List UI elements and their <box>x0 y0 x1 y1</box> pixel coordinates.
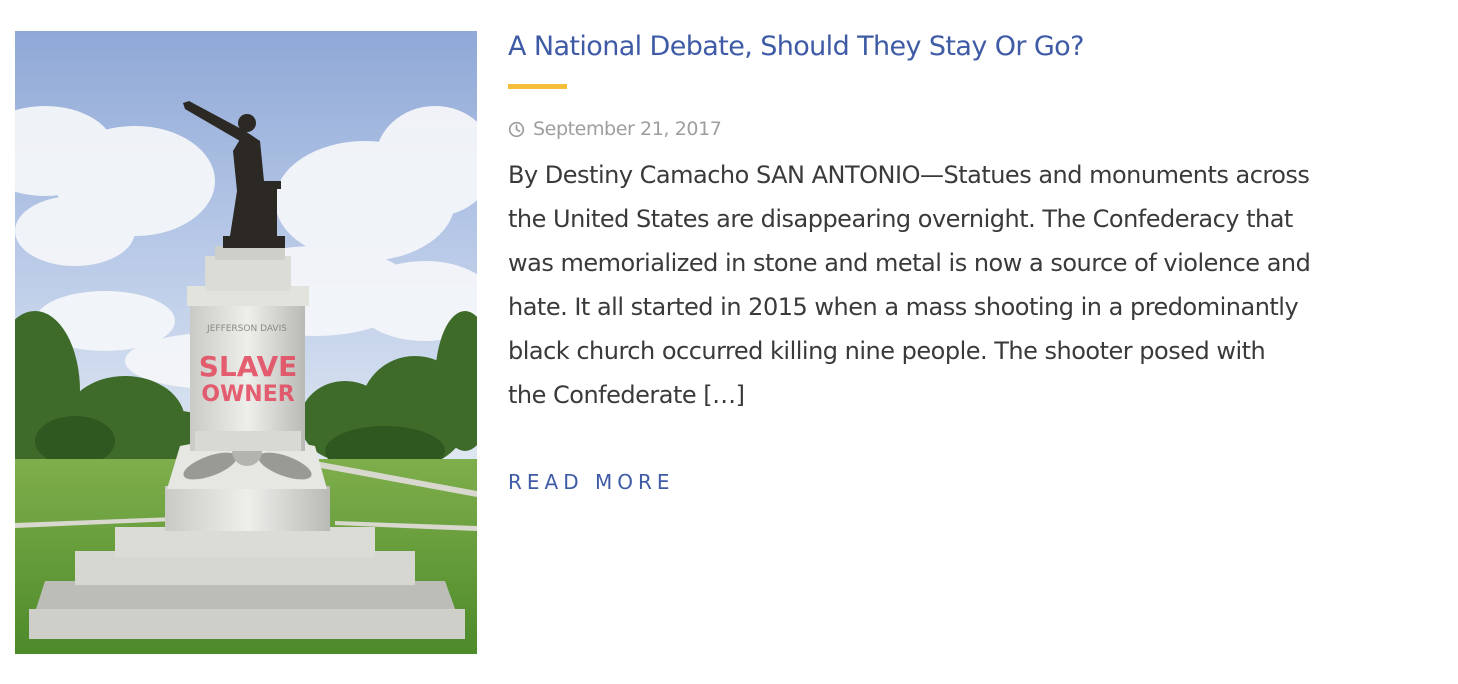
read-more-link[interactable]: Read More <box>508 470 675 494</box>
excerpt-line: the Confederate […] <box>508 381 745 409</box>
excerpt-line: was memorialized in stone and metal is n… <box>508 249 1311 277</box>
title-accent-bar <box>508 84 567 89</box>
post-date-text: September 21, 2017 <box>533 118 722 140</box>
clock-icon <box>508 121 525 137</box>
pedestal-inscription: JEFFERSON DAVIS <box>206 324 287 334</box>
post-date: September 21, 2017 <box>508 116 722 142</box>
graffiti-line-2: OWNER <box>201 382 294 407</box>
post-title[interactable]: A National Debate, Should They Stay Or G… <box>508 31 1084 62</box>
graffiti-line-1: SLAVE <box>199 350 298 383</box>
post-thumbnail[interactable]: JEFFERSON DAVIS SLAVE OWNER <box>15 31 477 654</box>
excerpt-line: hate. It all started in 2015 when a mass… <box>508 293 1299 321</box>
excerpt-line: By Destiny Camacho SAN ANTONIO—Statues a… <box>508 161 1310 189</box>
excerpt-line: the United States are disappearing overn… <box>508 205 1293 233</box>
post-excerpt: By Destiny Camacho SAN ANTONIO—Statues a… <box>508 153 1438 417</box>
statue-photo: JEFFERSON DAVIS SLAVE OWNER <box>15 31 477 654</box>
excerpt-line: black church occurred killing nine peopl… <box>508 337 1266 365</box>
